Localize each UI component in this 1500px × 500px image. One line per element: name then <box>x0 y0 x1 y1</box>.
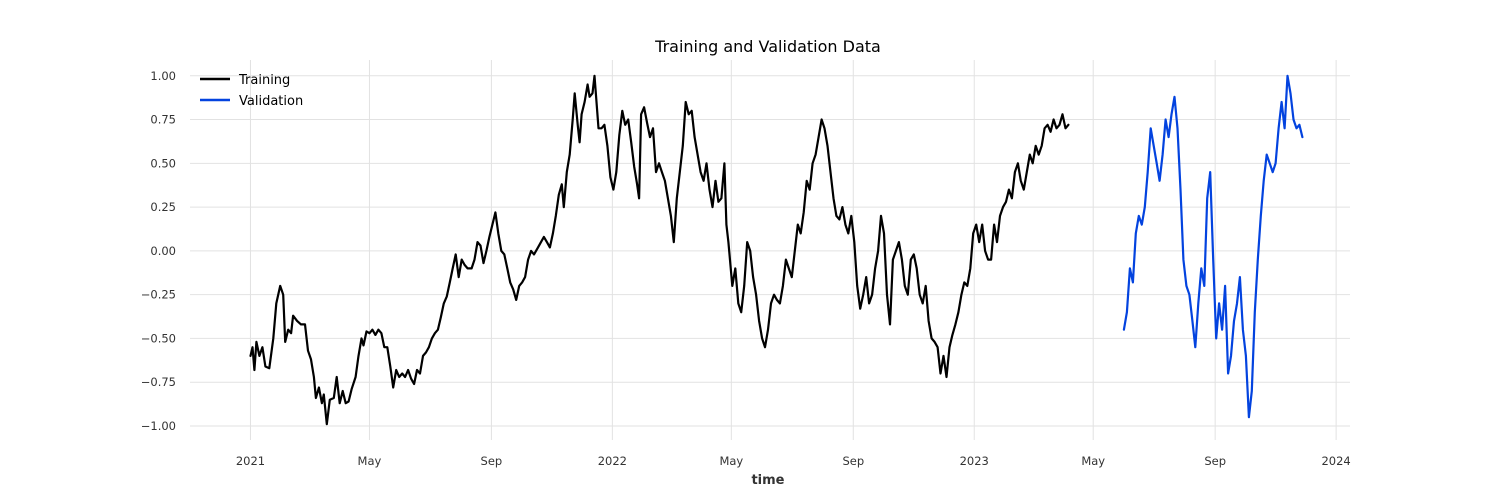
y-tick-label: −0.75 <box>141 375 176 389</box>
legend: Training Validation <box>200 73 303 109</box>
legend-label-validation: Validation <box>239 94 303 109</box>
x-tick-label: Sep <box>481 454 503 468</box>
x-tick-label: 2021 <box>236 454 265 468</box>
y-tick-label: 0.50 <box>150 156 176 170</box>
legend-label-training: Training <box>238 73 290 88</box>
series-layer <box>249 74 1304 426</box>
x-tick-label: May <box>1081 454 1105 468</box>
series-line-training <box>249 74 1070 426</box>
x-tick-label: May <box>719 454 743 468</box>
series-line-validation <box>1122 74 1304 419</box>
y-tick-label: 0.00 <box>150 244 176 258</box>
tick-labels: 1.00 0.75 0.50 0.25 0.00 −0.25 −0.50 −0.75 −1.00… <box>141 69 1351 468</box>
y-tick-label: 0.25 <box>150 200 176 214</box>
y-tick-label: 0.75 <box>150 113 176 127</box>
y-tick-label: 1.00 <box>150 69 176 83</box>
grid <box>190 60 1350 440</box>
y-tick-label: −0.50 <box>141 331 176 345</box>
y-tick-label: −1.00 <box>141 419 176 433</box>
x-tick-label: May <box>358 454 382 468</box>
y-tick-label: −0.25 <box>141 288 176 302</box>
x-tick-label: 2022 <box>598 454 627 468</box>
x-tick-label: 2024 <box>1321 454 1350 468</box>
chart-title: Training and Validation Data <box>654 37 881 56</box>
x-tick-label: Sep <box>842 454 864 468</box>
x-axis-label: time <box>751 473 784 488</box>
x-tick-label: Sep <box>1204 454 1226 468</box>
x-tick-label: 2023 <box>960 454 989 468</box>
